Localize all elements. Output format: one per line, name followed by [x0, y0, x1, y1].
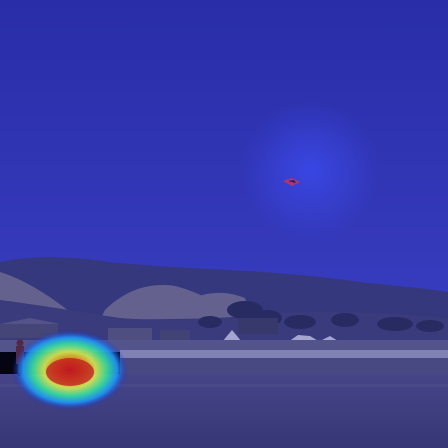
buildings	[0, 318, 278, 340]
hills-light-slopes	[0, 272, 250, 320]
attention-heatmap	[12, 330, 128, 410]
kite-glow	[240, 100, 380, 240]
kite	[283, 178, 300, 186]
field-line	[0, 384, 448, 387]
fence-rail	[120, 350, 448, 358]
fence-wall	[120, 358, 448, 374]
